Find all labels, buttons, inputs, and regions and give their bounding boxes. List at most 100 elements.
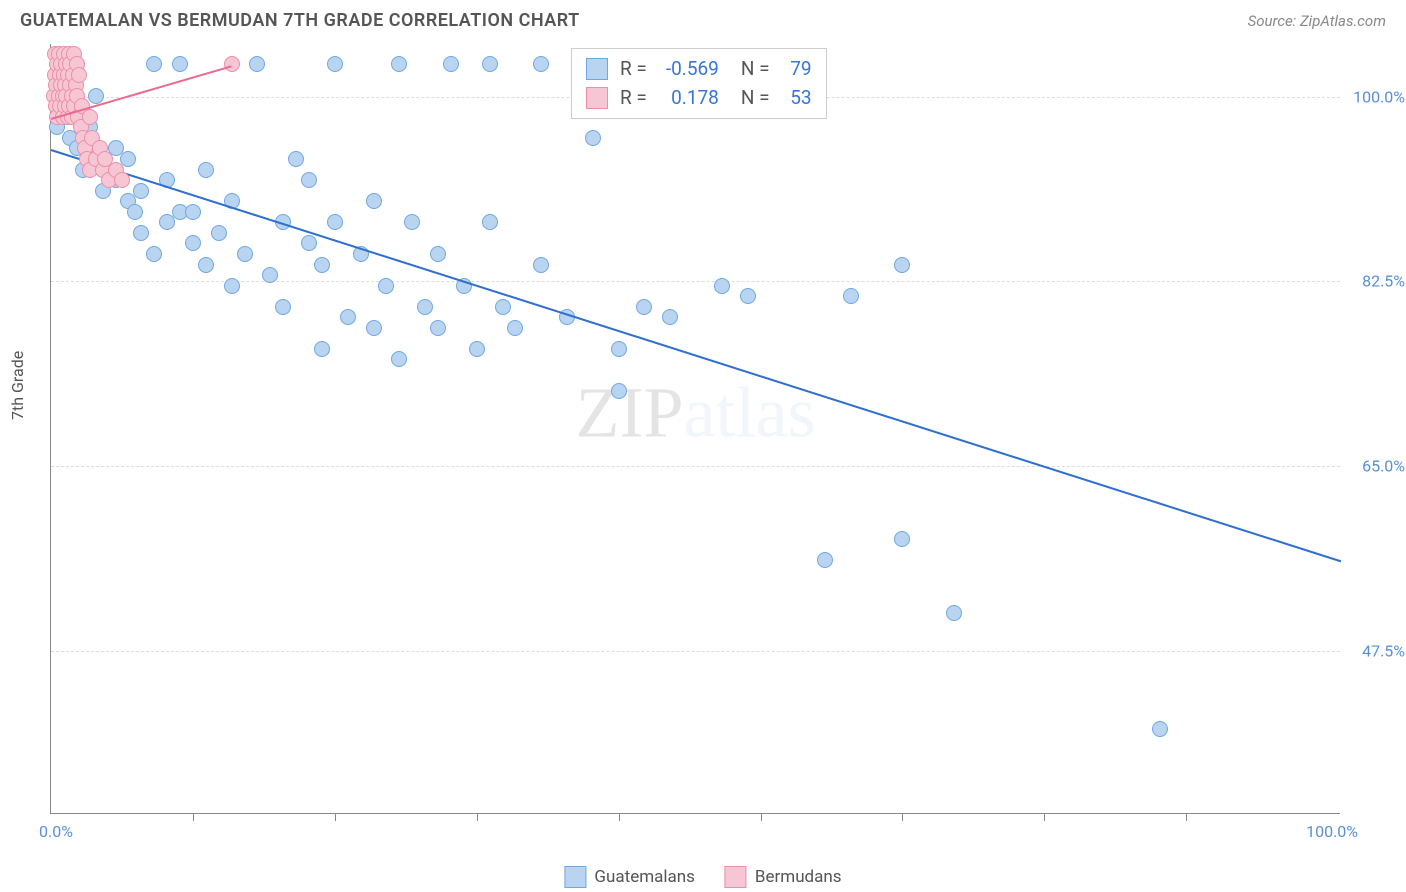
x-tick [619,813,620,821]
data-point [817,552,833,568]
data-point [611,383,627,399]
stats-row: R = 0.178 N = 53 [586,84,812,113]
stats-row: R =-0.569N =79 [586,55,812,84]
data-point [946,605,962,621]
data-point [237,246,253,262]
data-point [495,299,511,315]
trend-line [51,150,1342,563]
data-point [224,56,240,72]
data-point [533,257,549,273]
series-swatch [586,58,608,80]
data-point [443,56,459,72]
data-point [636,299,652,315]
chart-header: GUATEMALAN VS BERMUDAN 7TH GRADE CORRELA… [0,0,1406,37]
data-point [533,56,549,72]
bottom-legend: Guatemalans Bermudans [564,866,841,888]
data-point [585,130,601,146]
data-point [172,56,188,72]
n-label: N = [741,55,770,84]
data-point [146,56,162,72]
stats-box: R =-0.569N =79R =0.178N =53 [571,48,827,119]
data-point [894,257,910,273]
legend-swatch [725,866,747,888]
data-point [198,162,214,178]
data-point [211,225,227,241]
y-axis-label: 7th Grade [8,351,27,420]
data-point [611,341,627,357]
data-point [378,278,394,294]
data-point [301,172,317,188]
legend-label: Bermudans [755,867,842,887]
watermark: ZIPatlas [576,372,816,455]
x-axis-max-label: 100.0% [1306,822,1358,841]
gridline [51,466,1340,467]
data-point [88,88,104,104]
chart-title: GUATEMALAN VS BERMUDAN 7TH GRADE CORRELA… [20,10,580,31]
data-point [894,531,910,547]
data-point [224,278,240,294]
data-point [185,204,201,220]
scatter-plot-area: ZIPatlas 0.0% 100.0% 100.0%82.5%65.0%47.… [50,44,1340,814]
x-tick [1186,813,1187,821]
legend-item: Bermudans [725,866,842,888]
legend-label: Guatemalans [594,867,694,887]
data-point [127,204,143,220]
data-point [82,109,98,125]
x-tick [335,813,336,821]
chart-source: Source: ZipAtlas.com [1248,12,1386,30]
y-tick-label: 65.0% [1345,456,1405,475]
r-value: 0.178 [659,84,719,113]
data-point [275,299,291,315]
data-point [740,288,756,304]
series-swatch [586,87,608,109]
x-axis-min-label: 0.0% [39,822,73,841]
data-point [120,151,136,167]
data-point [430,320,446,336]
data-point [301,235,317,251]
data-point [391,351,407,367]
data-point [198,257,214,273]
r-label: R = [620,84,647,113]
data-point [327,56,343,72]
data-point [262,267,278,283]
data-point [71,67,87,83]
x-tick [761,813,762,821]
data-point [507,320,523,336]
data-point [133,183,149,199]
data-point [662,309,678,325]
x-tick [193,813,194,821]
gridline [51,651,1340,652]
r-label: R = [620,55,647,84]
n-value: 53 [782,84,812,113]
data-point [1152,721,1168,737]
data-point [159,214,175,230]
data-point [133,225,149,241]
data-point [482,214,498,230]
data-point [714,278,730,294]
legend-item: Guatemalans [564,866,694,888]
data-point [482,56,498,72]
n-value: 79 [782,55,812,84]
x-tick [1044,813,1045,821]
data-point [146,246,162,262]
data-point [288,151,304,167]
legend-swatch [564,866,586,888]
x-tick [902,813,903,821]
data-point [404,214,420,230]
y-tick-label: 82.5% [1345,272,1405,291]
y-tick-label: 100.0% [1345,87,1405,106]
data-point [327,214,343,230]
data-point [430,246,446,262]
data-point [114,172,130,188]
data-point [391,56,407,72]
data-point [417,299,433,315]
n-label: N = [741,84,770,113]
gridline [51,281,1340,282]
data-point [366,320,382,336]
data-point [249,56,265,72]
data-point [366,193,382,209]
data-point [469,341,485,357]
data-point [185,235,201,251]
y-tick-label: 47.5% [1345,641,1405,660]
data-point [314,341,330,357]
